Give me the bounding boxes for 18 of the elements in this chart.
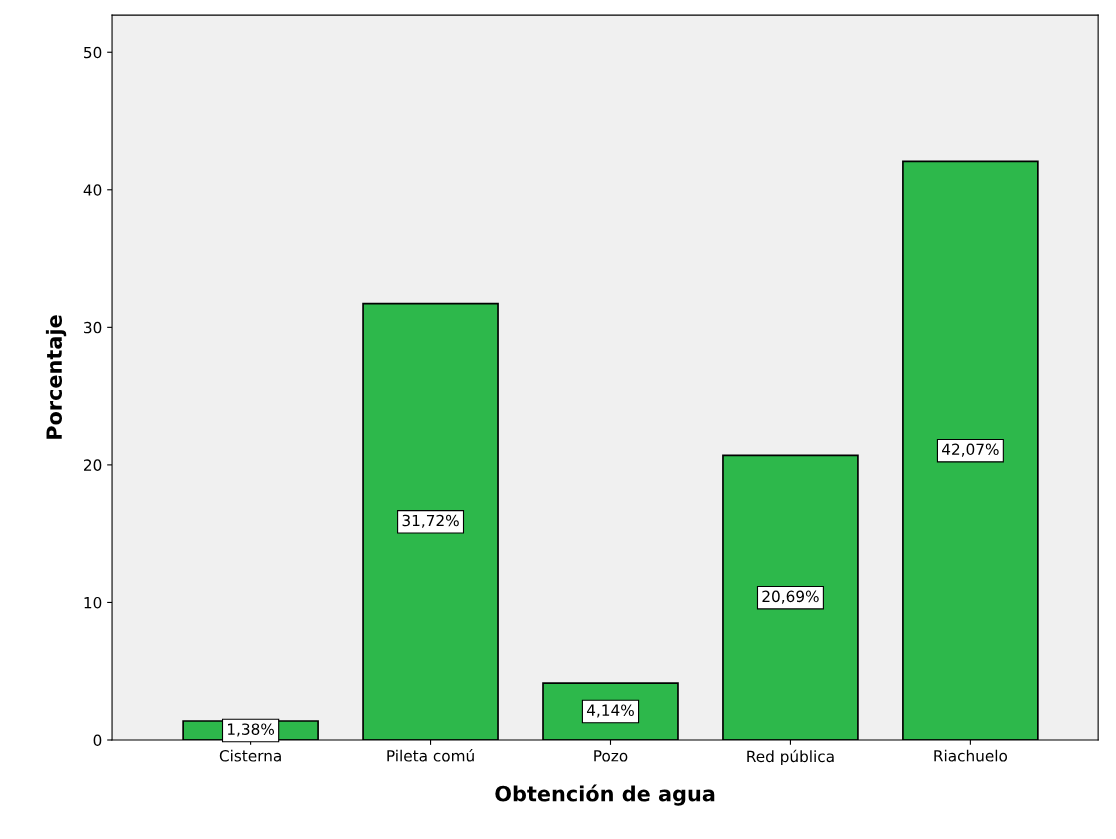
x-tick-label: Pileta comú xyxy=(387,749,474,762)
y-tick-label: 20 xyxy=(84,459,102,471)
data-label: 20,69% xyxy=(762,590,819,604)
data-label: 4,14% xyxy=(586,704,634,718)
y-tick-label: 30 xyxy=(84,321,102,334)
x-tick-label: Pozo xyxy=(594,750,628,762)
x-tick-label: Cisterna xyxy=(219,749,281,762)
y-tick-label: 50 xyxy=(84,46,102,59)
x-tick-label: Red pública xyxy=(747,749,834,766)
x-tick-label: Riachuelo xyxy=(934,749,1008,762)
y-axis-title: Porcentaje xyxy=(45,315,67,439)
y-tick-label: 0 xyxy=(93,734,102,747)
data-label: 31,72% xyxy=(402,514,459,528)
data-label: 42,07% xyxy=(942,443,999,457)
x-axis-title: Obtención de agua xyxy=(495,784,715,806)
data-label: 1,38% xyxy=(228,723,275,737)
y-tick-label: 40 xyxy=(83,184,102,196)
y-tick-label: 10 xyxy=(84,596,102,609)
